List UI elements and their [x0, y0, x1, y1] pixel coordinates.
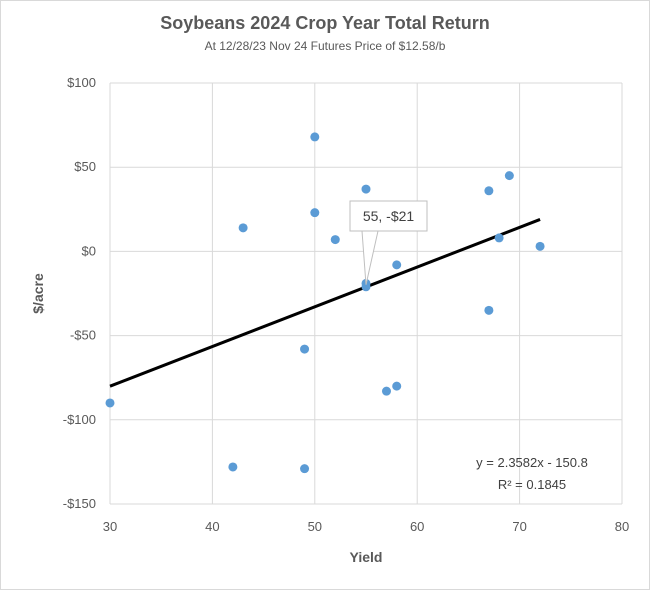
gridlines	[109, 82, 623, 505]
data-point	[310, 132, 320, 142]
data-point	[300, 464, 310, 474]
trendline-equation: y = 2.3582x - 150.8	[476, 455, 588, 470]
data-point	[238, 223, 248, 233]
x-tick-label: 50	[308, 519, 322, 534]
data-point	[504, 171, 514, 181]
data-point	[310, 208, 320, 218]
x-tick-label: 60	[410, 519, 424, 534]
data-point	[494, 233, 504, 243]
data-point	[361, 184, 371, 194]
callout-label: 55, -$21	[363, 208, 415, 224]
y-tick-label: $50	[74, 159, 96, 174]
data-callout: 55, -$21	[349, 200, 428, 285]
data-point	[300, 344, 310, 354]
chart-title: Soybeans 2024 Crop Year Total Return	[160, 13, 490, 33]
data-point	[535, 241, 545, 251]
chart-subtitle: At 12/28/23 Nov 24 Futures Price of $12.…	[204, 39, 446, 53]
data-point	[105, 398, 115, 408]
x-tick-label: 30	[103, 519, 117, 534]
x-tick-label: 80	[615, 519, 629, 534]
y-tick-label: -$100	[63, 412, 96, 427]
data-point	[381, 386, 391, 396]
tick-labels: $100 $50 $0 -$50 -$100 -$150 30 40 50 60 70 80	[63, 75, 629, 534]
data-point	[484, 186, 494, 196]
trendline	[109, 218, 541, 388]
data-point	[228, 462, 238, 472]
data-point	[330, 235, 340, 245]
callout-box	[349, 200, 428, 232]
x-axis-label: Yield	[350, 549, 383, 565]
x-tick-label: 40	[205, 519, 219, 534]
x-tick-label: 70	[512, 519, 526, 534]
y-tick-label: $100	[67, 75, 96, 90]
y-tick-label: -$50	[70, 328, 96, 343]
data-point	[392, 381, 402, 391]
data-point	[392, 260, 402, 270]
y-tick-label: $0	[82, 243, 96, 258]
y-axis-label: $/acre	[30, 273, 46, 314]
callout-pointer	[361, 230, 379, 285]
data-points	[105, 132, 545, 474]
data-point	[484, 305, 494, 315]
trendline-r-squared: R² = 0.1845	[498, 477, 566, 492]
y-tick-label: -$150	[63, 496, 96, 511]
